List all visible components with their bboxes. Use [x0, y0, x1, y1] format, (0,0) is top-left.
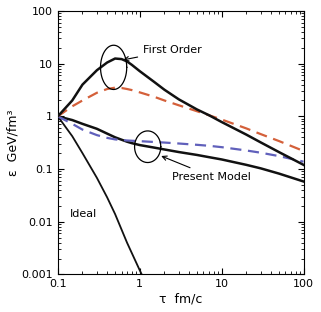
Y-axis label: ε  GeV/fm³: ε GeV/fm³	[7, 110, 20, 176]
Text: Ideal: Ideal	[70, 209, 97, 219]
Text: Present Model: Present Model	[162, 156, 251, 182]
Text: First Order: First Order	[124, 45, 202, 61]
X-axis label: τ  fm/c: τ fm/c	[159, 292, 202, 305]
